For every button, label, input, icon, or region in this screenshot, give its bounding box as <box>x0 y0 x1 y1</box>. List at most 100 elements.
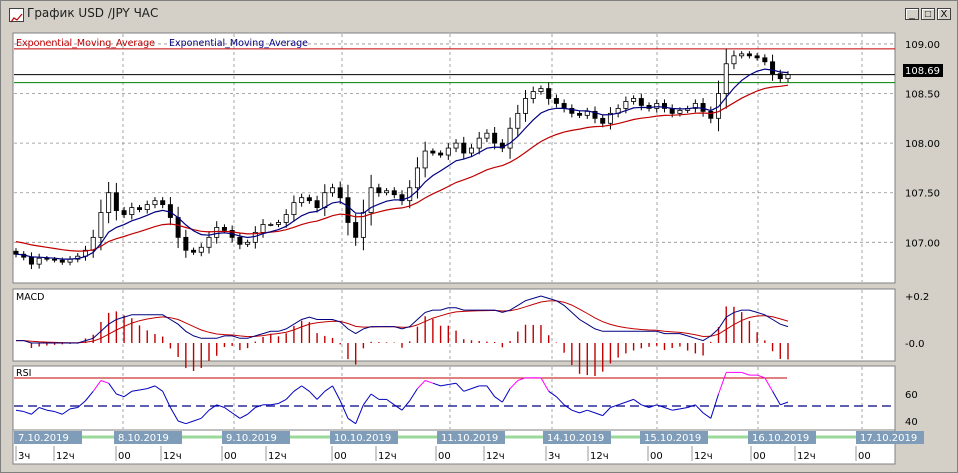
ema-fast-line <box>15 68 789 260</box>
price-tick-label: 108.00 <box>905 139 940 150</box>
candle <box>731 55 737 65</box>
rsi-segment <box>432 382 441 387</box>
rsi-segment <box>501 388 511 403</box>
candle <box>607 112 613 124</box>
macd-panel[interactable] <box>12 288 896 362</box>
candle <box>553 98 559 104</box>
candle <box>260 224 266 233</box>
candle <box>90 236 96 251</box>
date-label: 10.10.2019 <box>334 433 391 444</box>
rsi-segment <box>579 409 588 414</box>
candle <box>507 127 513 149</box>
rsi-segment <box>116 393 125 398</box>
date-label: 14.10.2019 <box>547 433 604 444</box>
candle <box>739 53 745 57</box>
price-axis: 109.00 108.50 108.00 107.50 107.00 <box>905 40 940 249</box>
candle <box>353 222 359 238</box>
candle <box>515 112 521 129</box>
candle <box>677 109 683 114</box>
date-badge <box>748 431 816 444</box>
rsi-segment <box>517 377 526 381</box>
close-button[interactable]: X <box>937 8 951 20</box>
rsi-segment <box>587 409 596 414</box>
candle <box>283 214 289 223</box>
title-bar[interactable]: График USD /JPY ЧАС _ □ X <box>3 3 955 24</box>
candle <box>723 63 729 94</box>
candle <box>785 74 791 80</box>
rsi-segment <box>224 407 233 414</box>
candle <box>754 55 760 59</box>
rsi-segment <box>718 372 727 395</box>
hour-label: 12ч <box>268 451 287 462</box>
rsi-segment <box>216 404 225 408</box>
candle <box>345 197 351 223</box>
candle <box>121 210 127 215</box>
rsi-segment <box>424 380 434 384</box>
candle <box>407 187 413 202</box>
rsi-segment <box>494 396 503 403</box>
rsi-segment <box>77 400 86 408</box>
date-badge <box>14 431 82 444</box>
rsi-segment <box>417 380 426 389</box>
rsi-segment <box>672 408 681 411</box>
rsi-label: RSI <box>16 368 31 379</box>
date-badge <box>114 431 182 444</box>
rsi-segment <box>38 407 48 411</box>
rsi-segment <box>270 402 279 406</box>
rsi-panel[interactable] <box>12 365 896 431</box>
current-price-box <box>903 64 943 77</box>
price-levels <box>14 48 895 84</box>
date-badge <box>222 431 290 444</box>
date-label: 8.10.2019 <box>118 433 169 444</box>
candle <box>561 103 567 109</box>
rsi-segment <box>355 404 364 424</box>
rsi-segment <box>594 412 603 417</box>
candle <box>376 187 382 194</box>
hour-label: 3ч <box>18 451 30 462</box>
minimize-button[interactable]: _ <box>905 8 919 20</box>
candle <box>191 249 197 253</box>
candle <box>484 132 490 139</box>
price-panel[interactable] <box>12 32 896 284</box>
date-labels: 7.10.2019 8.10.2019 9.10.2019 10.10.2019 11.… <box>14 431 924 444</box>
rsi-segment <box>440 384 449 387</box>
candle <box>322 192 328 209</box>
candle <box>275 222 281 225</box>
rsi-segment <box>756 374 766 379</box>
rsi-segment <box>448 382 457 386</box>
candle <box>692 103 698 109</box>
candle <box>299 197 305 204</box>
candle <box>422 150 428 169</box>
rsi-segment <box>386 398 395 406</box>
hour-label: 12ч <box>590 451 609 462</box>
rsi-segment <box>15 409 24 413</box>
maximize-button[interactable]: □ <box>921 8 935 20</box>
rsi-segment <box>548 390 557 398</box>
candle <box>623 101 629 109</box>
rsi-segment <box>147 385 156 390</box>
candles <box>13 48 791 270</box>
macd-tick-zero: -0.0 <box>905 339 925 350</box>
rsi-segment <box>339 400 349 419</box>
chart-icon <box>9 8 24 23</box>
macd-histogram <box>30 306 789 377</box>
rsi-segment <box>169 407 179 422</box>
rsi-segment <box>679 407 688 410</box>
candle <box>638 98 644 106</box>
ema2-legend: Exponential_Moving_Average <box>169 38 308 49</box>
ema-slow-line <box>15 84 789 252</box>
rsi-segment <box>617 401 627 406</box>
rsi-segment <box>123 390 133 398</box>
candle <box>137 207 143 210</box>
candle <box>438 152 444 156</box>
candle <box>183 236 189 251</box>
candle <box>461 142 467 154</box>
candle <box>152 200 158 206</box>
rsi-segment <box>131 389 140 392</box>
hour-label: 12ч <box>378 451 397 462</box>
date-label: 7.10.2019 <box>18 433 69 444</box>
rsi-segment <box>85 390 94 402</box>
candle <box>59 259 65 263</box>
rsi-segment <box>255 404 264 408</box>
